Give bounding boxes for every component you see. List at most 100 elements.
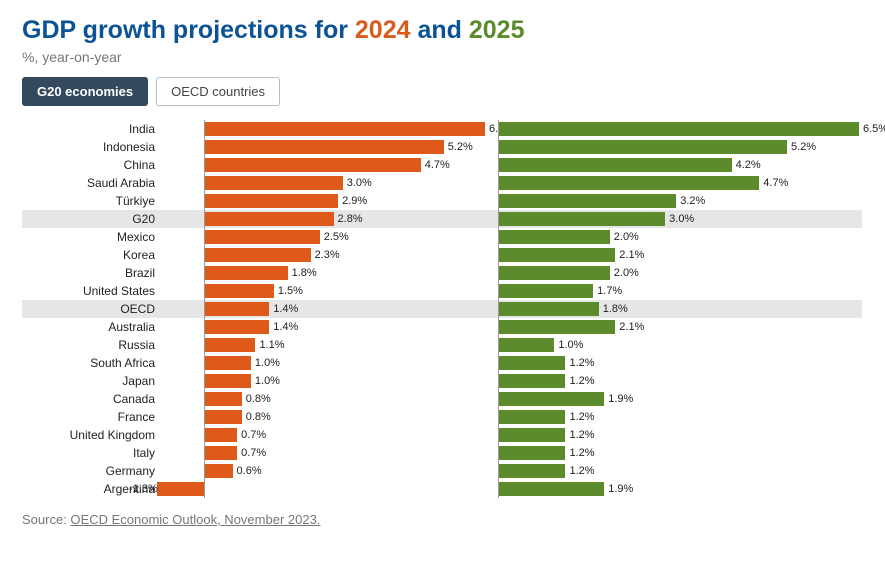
bar-2024 <box>205 194 338 208</box>
value-label-2024: 1.8% <box>292 264 317 282</box>
chart-row: France0.8%1.2% <box>22 408 862 426</box>
bar-2025 <box>499 374 565 388</box>
chart-row: Germany0.6%1.2% <box>22 462 862 480</box>
column-2024: 2.5% <box>204 228 484 246</box>
title-and: and <box>411 16 469 44</box>
bar-2024 <box>205 140 444 154</box>
country-label: Korea <box>22 248 157 262</box>
chart-row: Canada0.8%1.9% <box>22 390 862 408</box>
chart-row: Russia1.1%1.0% <box>22 336 862 354</box>
neg-area <box>157 390 204 408</box>
bar-2024 <box>205 320 269 334</box>
neg-area <box>157 300 204 318</box>
bar-2024-negative <box>157 482 204 496</box>
column-2024: 0.7% <box>204 444 484 462</box>
value-label-2025: 1.9% <box>608 480 633 498</box>
country-label: Canada <box>22 392 157 406</box>
tab-oecd-countries[interactable]: OECD countries <box>156 77 280 106</box>
chart-row: G202.8%3.0% <box>22 210 862 228</box>
value-label-2024: 0.8% <box>246 390 271 408</box>
chart-row: United Kingdom0.7%1.2% <box>22 426 862 444</box>
column-2024: 0.6% <box>204 462 484 480</box>
country-label: Argentina <box>22 482 157 496</box>
country-label: India <box>22 122 157 136</box>
country-label: United States <box>22 284 157 298</box>
gdp-growth-chart: India6.1%6.5%Indonesia5.2%5.2%China4.7%4… <box>22 120 862 498</box>
column-2025: 2.0% <box>498 264 858 282</box>
value-label-2024: 2.9% <box>342 192 367 210</box>
country-label: OECD <box>22 302 157 316</box>
column-2025: 1.0% <box>498 336 858 354</box>
bar-2024 <box>205 392 242 406</box>
value-label-2025: 2.1% <box>619 246 644 264</box>
value-label-2025: 1.7% <box>597 282 622 300</box>
neg-area <box>157 120 204 138</box>
tab-bar: G20 economies OECD countries <box>22 77 863 106</box>
chart-row: Mexico2.5%2.0% <box>22 228 862 246</box>
bar-2025 <box>499 410 565 424</box>
bar-2024 <box>205 410 242 424</box>
bar-2024 <box>205 158 421 172</box>
value-label-2025: 6.5% <box>863 120 885 138</box>
column-2025: 1.2% <box>498 372 858 390</box>
neg-area <box>157 372 204 390</box>
country-label: Russia <box>22 338 157 352</box>
chart-row: OECD1.4%1.8% <box>22 300 862 318</box>
value-label-2024: 2.5% <box>324 228 349 246</box>
column-2024: 2.3% <box>204 246 484 264</box>
column-2025: 2.1% <box>498 246 858 264</box>
column-2025: 4.7% <box>498 174 858 192</box>
value-label-2024: 0.7% <box>241 444 266 462</box>
value-label-2024: 2.3% <box>315 246 340 264</box>
column-2024: 1.4% <box>204 318 484 336</box>
value-label-2025: 1.0% <box>558 336 583 354</box>
value-label-2024: 2.8% <box>338 210 363 228</box>
neg-area <box>157 192 204 210</box>
country-label: Japan <box>22 374 157 388</box>
chart-row: Saudi Arabia3.0%4.7% <box>22 174 862 192</box>
column-2024: 6.1% <box>204 120 484 138</box>
country-label: France <box>22 410 157 424</box>
column-2025: 2.0% <box>498 228 858 246</box>
source-link[interactable]: OECD Economic Outlook, November 2023. <box>70 512 320 527</box>
column-2025: 3.0% <box>498 210 858 228</box>
bar-2025 <box>499 194 676 208</box>
neg-area <box>157 336 204 354</box>
bar-2024 <box>205 446 237 460</box>
bar-2024 <box>205 122 485 136</box>
column-2025: 1.7% <box>498 282 858 300</box>
value-label-2025: 2.0% <box>614 264 639 282</box>
chart-row: China4.7%4.2% <box>22 156 862 174</box>
bar-2025 <box>499 176 759 190</box>
bar-2025 <box>499 446 565 460</box>
bar-2024 <box>205 428 237 442</box>
bar-2025 <box>499 338 554 352</box>
bar-2024 <box>205 356 251 370</box>
column-2024: 2.8% <box>204 210 484 228</box>
column-2024: 0.8% <box>204 408 484 426</box>
title-prefix: GDP growth projections for <box>22 16 355 44</box>
title-year-2024: 2024 <box>355 16 411 44</box>
neg-area <box>157 210 204 228</box>
column-2025: 1.2% <box>498 462 858 480</box>
neg-area <box>157 156 204 174</box>
bar-2024 <box>205 374 251 388</box>
value-label-2025: 4.2% <box>736 156 761 174</box>
bar-2024 <box>205 230 320 244</box>
tab-g20-economies[interactable]: G20 economies <box>22 77 148 106</box>
value-label-2025: 5.2% <box>791 138 816 156</box>
column-2024: 1.0% <box>204 372 484 390</box>
column-2025: 5.2% <box>498 138 858 156</box>
value-label-2024: 4.7% <box>425 156 450 174</box>
column-2025: 6.5% <box>498 120 858 138</box>
column-2024: 0.8% <box>204 390 484 408</box>
bar-2024 <box>205 284 274 298</box>
bar-2025 <box>499 302 599 316</box>
neg-area <box>157 354 204 372</box>
bar-2024 <box>205 266 288 280</box>
bar-2025 <box>499 356 565 370</box>
column-2024 <box>204 480 484 498</box>
neg-area <box>157 444 204 462</box>
chart-row: Korea 2.3% 2.1% <box>22 246 862 264</box>
value-label-2025: 3.0% <box>669 210 694 228</box>
